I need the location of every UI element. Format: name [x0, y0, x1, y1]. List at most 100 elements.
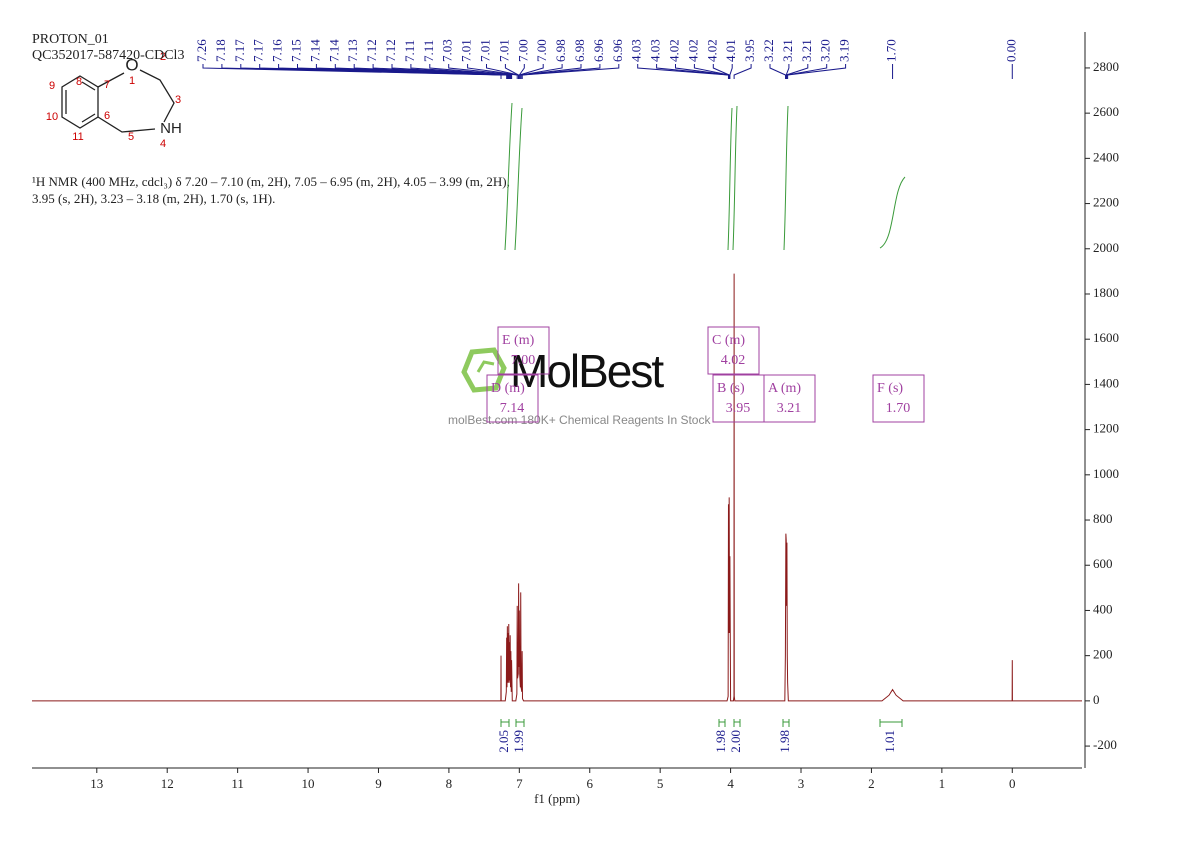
peak-label: 7.11: [421, 40, 436, 62]
integral-label: 2.05: [496, 730, 511, 753]
integral-curves: [504, 102, 906, 251]
peak-label: 7.17: [251, 39, 266, 62]
x-tick-label: 9: [375, 776, 382, 791]
x-axis-label: f1 (ppm): [534, 791, 580, 806]
peak-label: 7.03: [440, 39, 455, 62]
peak-connector: [733, 64, 752, 79]
peak-label: 7.00: [515, 39, 530, 62]
y-tick-label: -200: [1093, 737, 1117, 752]
y-tick-label: 2400: [1093, 149, 1119, 164]
atom-number: 4: [160, 138, 166, 150]
atom-number: 9: [49, 80, 55, 92]
multiplet-shift: 1.70: [886, 401, 911, 416]
peak-connector: [786, 64, 828, 79]
x-tick-label: 5: [657, 776, 664, 791]
multiplet-label: B (s): [717, 381, 745, 396]
atom-number: 2: [160, 51, 166, 63]
peak-label: 3.95: [742, 39, 757, 62]
peak-connector: [637, 64, 729, 79]
peak-label: 7.15: [288, 39, 303, 62]
atom-number: 11: [72, 131, 83, 143]
peak-label: 3.22: [761, 39, 776, 62]
peak-label: 7.01: [496, 39, 511, 62]
peak-label: 6.98: [572, 39, 587, 62]
peak-connector: [518, 64, 544, 79]
y-tick-label: 400: [1093, 601, 1113, 616]
peak-label: 6.96: [610, 39, 625, 62]
integral-label: 1.98: [777, 730, 792, 753]
spectrum: [32, 273, 1082, 702]
multiplet-box: [707, 326, 760, 375]
peak-connector: [729, 64, 733, 79]
integral-bracket: [515, 719, 525, 727]
atom-number: 8: [76, 76, 82, 88]
peak-label: 4.03: [629, 39, 644, 62]
multiplet-shift: 3.21: [777, 401, 802, 416]
y-tick-label: 600: [1093, 556, 1113, 571]
y-tick-label: 2600: [1093, 104, 1119, 119]
multiplet-box: [486, 374, 539, 423]
peak-label: 4.02: [666, 39, 681, 62]
peak-label: 4.01: [723, 39, 738, 62]
molecule: [61, 69, 175, 133]
multiplet-box: [872, 374, 925, 423]
integral-bracket: [718, 719, 726, 727]
x-tick-label: 4: [727, 776, 734, 791]
peak-label: 3.19: [837, 39, 852, 62]
atom-label: NH: [160, 120, 182, 137]
atom-number: 3: [175, 94, 181, 106]
peak-connector: [712, 64, 730, 79]
ring-chain: [97, 69, 175, 133]
peak-label: 7.11: [402, 40, 417, 62]
peak-label: 3.21: [780, 39, 795, 62]
x-tick-label: 6: [586, 776, 593, 791]
y-tick-label: 200: [1093, 647, 1113, 662]
peak-connector: [391, 64, 512, 79]
y-tick-label: 1000: [1093, 466, 1119, 481]
peak-label: 6.98: [553, 39, 568, 62]
x-tick-label: 8: [446, 776, 453, 791]
watermark-tagline: molBest.com 180K+ Chemical Reagents In S…: [448, 413, 711, 427]
multiplet-shift: 4.02: [721, 353, 746, 368]
y-tick-label: 1200: [1093, 421, 1119, 436]
atom-label: O: [125, 55, 138, 74]
peak-connector: [521, 64, 620, 79]
x-tick-label: 2: [868, 776, 875, 791]
peak-label: 7.12: [364, 39, 379, 62]
chart-subtitle: QC352017-587420-CDCl3: [32, 48, 184, 63]
x-tick-label: 1: [939, 776, 946, 791]
ring-double-bonds: [65, 81, 96, 123]
integral-label: 1.99: [511, 730, 526, 753]
peak-label: 7.01: [477, 39, 492, 62]
peak-label: 7.14: [326, 39, 341, 62]
integral-bracket: [733, 719, 741, 727]
x-tick-label: 13: [90, 776, 103, 791]
description: 3.95 (s, 2H), 3.23 – 3.18 (m, 2H), 1.70 …: [32, 191, 275, 206]
x-tick-label: 10: [302, 776, 315, 791]
peak-label: 7.16: [270, 39, 285, 62]
peak-label: 4.02: [704, 39, 719, 62]
y-tick-label: 1800: [1093, 285, 1119, 300]
peak-connector: [429, 64, 513, 79]
peak-label: 1.70: [884, 39, 899, 62]
peak-connector: [656, 64, 729, 79]
atom-number: 10: [46, 111, 58, 123]
x-tick-label: 7: [516, 776, 523, 791]
peak-connector: [448, 64, 518, 79]
integral-label: 1.01: [882, 730, 897, 753]
x-tick-label: 11: [231, 776, 244, 791]
peak-label: 7.01: [459, 39, 474, 62]
peak-connector: [521, 64, 601, 79]
multiplet-label: A (m): [768, 381, 801, 396]
watermark: MolBest: [510, 345, 664, 397]
peak-label: 7.14: [307, 39, 322, 62]
x-tick-label: 0: [1009, 776, 1016, 791]
chart-title: PROTON_01: [32, 32, 109, 47]
peak-label: 7.17: [232, 39, 247, 62]
peak-connector: [787, 64, 847, 79]
y-tick-label: 1600: [1093, 330, 1119, 345]
peak-label: 4.02: [685, 39, 700, 62]
peak-connector: [520, 64, 582, 79]
